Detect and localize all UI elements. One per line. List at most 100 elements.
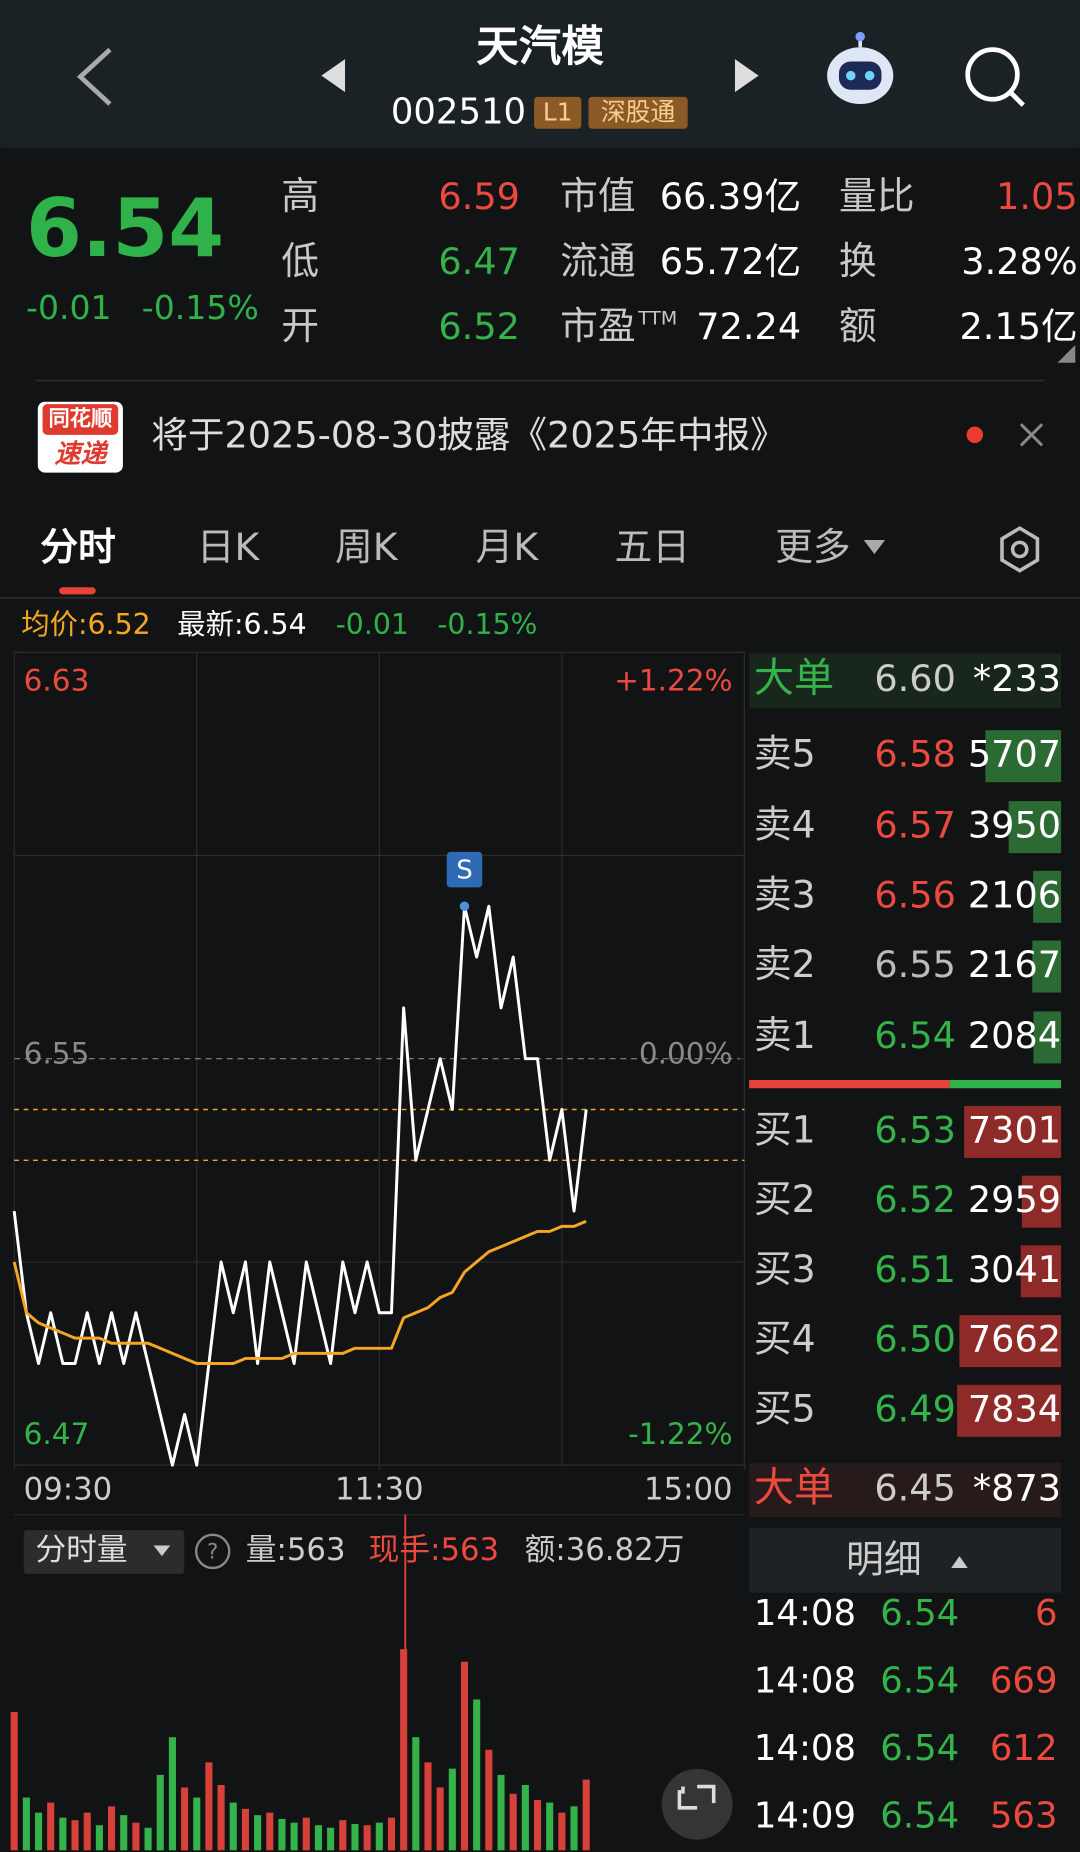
trades-title: 明细 [846,1538,922,1582]
volume-bar [375,1822,383,1851]
y2-tick-label: -1.22% [628,1417,732,1451]
volume-bar [339,1820,347,1851]
tab: 五日 [614,525,690,569]
tab: 日K [197,525,261,569]
stat-value: 1.05 [996,175,1078,218]
more-arrow[interactable] [863,539,886,555]
volume-bar [509,1793,517,1851]
volume-selector[interactable] [23,1530,185,1574]
stat-label: 开 [281,304,319,348]
big-order-label: 大单 [754,1465,834,1511]
search-button[interactable] [965,47,1025,107]
back-button[interactable] [76,47,112,106]
book-price: 6.57 [874,804,956,847]
depth-bar [1021,1175,1062,1228]
signal-badge[interactable] [446,851,483,888]
depth-bar [1033,870,1062,923]
stat-label-sup: TTM [637,308,677,330]
volume-bar [363,1825,371,1851]
stat-label: 市盈 [560,304,636,348]
stat-label: 额 [839,304,877,348]
close-notice[interactable] [1019,423,1044,447]
ask-ratio-bar [949,1079,1062,1089]
chart-legend: 均价:6.52 [21,608,150,641]
book-label: 买5 [754,1386,816,1430]
help-icon-mark: ? [207,1540,218,1565]
trades-sort-arrow[interactable] [951,1556,968,1568]
settings-button[interactable] [1000,526,1040,573]
book-label: 卖1 [754,1013,816,1057]
volume-bar [59,1817,67,1851]
book-volume: 2167 [968,943,1061,986]
expand-corner[interactable] [1057,345,1076,363]
volume-bar [387,1817,396,1851]
trade-time: 14:08 [754,1661,856,1702]
book-price: 6.49 [874,1387,956,1430]
settings-button-center [1010,540,1029,559]
stat-value: 2.15亿 [959,305,1077,348]
volume-bar [351,1823,359,1851]
volume-bar [570,1806,578,1851]
fullscreen-button[interactable] [661,1768,733,1840]
y2-tick-label: +1.22% [614,663,733,697]
tab: 更多 [775,525,851,569]
price-change-pct: -0.15% [142,288,259,327]
signal-point [459,901,470,911]
y-tick-label: 6.55 [24,1037,90,1071]
volume-bar [83,1812,91,1851]
stat-label: 流通 [560,239,636,283]
volume-bar [412,1737,420,1851]
book-volume: 5707 [968,733,1061,776]
volume-bar [168,1737,176,1851]
assistant-icon[interactable] [827,31,894,104]
y-tick-label: 6.63 [24,663,90,697]
help-icon[interactable] [194,1533,231,1570]
volume-bar [144,1827,152,1851]
big-order-bg [749,653,1062,708]
volume-bar [485,1749,493,1851]
trade-time: 14:09 [754,1795,856,1836]
prev-stock[interactable] [321,59,346,93]
last-price: 6.54 [26,181,224,275]
trade-price: 6.54 [880,1728,959,1769]
tab-indicator [59,587,96,595]
volume-bar [193,1797,201,1851]
chart-legend: -0.01 [336,608,409,641]
depth-bar [1020,1245,1062,1298]
stock-name: 天汽模 [476,23,604,72]
volume-bar [424,1762,432,1851]
volume-bar [436,1787,444,1851]
depth-bar [957,1384,1062,1437]
next-stock[interactable] [734,59,759,93]
tab: 月K [476,525,540,569]
volume-bar [278,1818,286,1851]
volume-bar [22,1797,30,1851]
stat-value: 3.28% [961,240,1077,283]
volume-bar [266,1812,274,1851]
volume-bar [314,1825,322,1851]
book-volume: 7301 [968,1108,1061,1151]
stat-value: 6.47 [438,240,520,283]
book-label: 买1 [754,1107,816,1151]
trade-price: 6.54 [880,1661,959,1702]
logo-text: 速递 [54,439,109,469]
stock-code: 002510 [391,91,526,132]
volume-bar [290,1822,298,1851]
price-change: -0.01 [26,288,112,327]
volume-bar [47,1802,55,1851]
average-line [12,1219,587,1366]
volume-bar [400,1649,408,1851]
logo-text: 同花顺 [48,405,112,431]
bid-ratio-bar [749,1079,950,1089]
volume-bar [108,1806,116,1851]
big-order-volume: *873 [973,1466,1061,1509]
stat-label: 高 [281,174,319,218]
stat-value: 66.39亿 [660,175,801,218]
book-price: 6.50 [874,1318,956,1361]
stat-label: 低 [281,239,319,283]
trade-price: 6.54 [880,1795,959,1836]
volume-selector-arrow [153,1545,171,1557]
volume-bar [217,1784,225,1851]
book-volume: 3041 [968,1248,1061,1291]
